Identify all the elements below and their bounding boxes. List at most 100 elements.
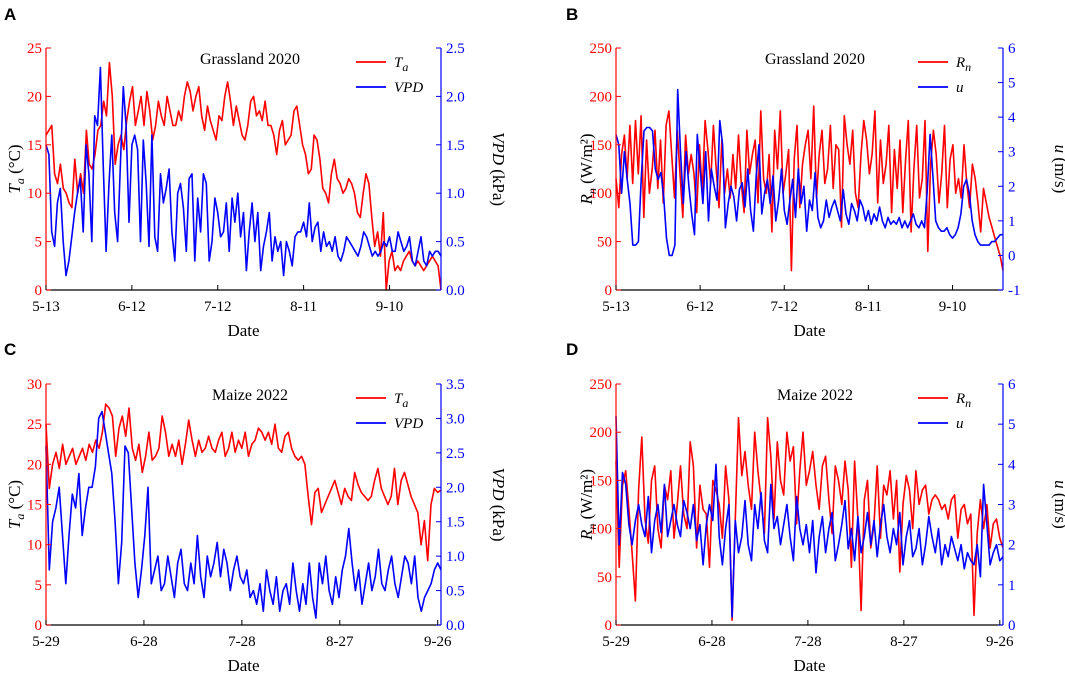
right-tick-label: 6 [1008, 41, 1016, 57]
x-tick-label: 6-28 [130, 634, 158, 650]
right-tick-label: 2 [1008, 538, 1016, 554]
right-tick-label: 5 [1008, 76, 1016, 92]
left-tick-label: 30 [27, 377, 42, 393]
chart-title: Grassland 2020 [765, 51, 865, 68]
legend-label: Ta [394, 55, 408, 74]
legend-label: u [956, 416, 964, 432]
x-tick-label: 6-12 [118, 299, 146, 315]
right-tick-label: 2 [1008, 179, 1016, 195]
right-tick-label: 4 [1008, 110, 1016, 126]
left-tick-label: 50 [597, 235, 612, 251]
left-tick-label: 0 [605, 283, 613, 299]
legend-label: Rn [955, 391, 971, 410]
left-tick-label: 200 [590, 89, 613, 105]
left-tick-label: 150 [590, 138, 613, 154]
x-tick-label: 7-12 [204, 299, 232, 315]
x-tick-label: 7-28 [794, 634, 822, 650]
right-tick-label: 6 [1008, 377, 1016, 393]
left-tick-label: 100 [590, 522, 613, 538]
right-tick-label: 5 [1008, 417, 1016, 433]
x-tick-label: 5-13 [32, 299, 60, 315]
panel-letter: C [4, 340, 16, 359]
right-tick-label: 3.0 [446, 411, 465, 427]
panel-c: C 0 5 10 15 20 25 30 0.0 0.5 1.0 1.5 2.0 2.5 3.0 3.5 5-2… [4, 340, 508, 675]
left-axis-title: Rn (W/m²) [577, 133, 599, 205]
panel-b: B 0 50 100 150 200 250 -1 0 1 2 3 4 5 6 5-13 6-12 7-12 8-1… [566, 5, 1065, 340]
series-line-t-a [45, 403, 442, 562]
left-tick-label: 15 [27, 138, 42, 154]
x-tick-label: 5-13 [602, 299, 630, 315]
left-tick-label: 10 [27, 538, 42, 554]
right-tick-label: 1 [1008, 214, 1016, 230]
chart-title: Maize 2022 [212, 387, 288, 404]
chart-title: Grassland 2020 [200, 51, 300, 68]
x-tick-label: 8-11 [290, 299, 317, 315]
x-axis-title: Date [793, 321, 825, 340]
panel-letter: B [566, 5, 578, 24]
right-tick-label: 2.0 [446, 480, 465, 496]
x-tick-label: 6-28 [698, 634, 726, 650]
series-line-t-a [45, 61, 442, 291]
left-tick-label: 0 [35, 618, 43, 634]
right-axis-title: VPD (kPa) [489, 467, 508, 541]
left-tick-label: 150 [590, 473, 613, 489]
x-tick-label: 7-12 [771, 299, 799, 315]
left-tick-label: 25 [27, 41, 42, 57]
x-tick-label: 8-27 [890, 634, 918, 650]
series-line-u [615, 88, 1003, 257]
right-tick-label: 4 [1008, 457, 1016, 473]
x-tick-label: 9-26 [424, 634, 452, 650]
legend-label: Ta [394, 391, 408, 410]
right-axis-title: u (m/s) [1051, 145, 1065, 194]
left-tick-label: 20 [27, 457, 42, 473]
chart-title: Maize 2022 [777, 387, 853, 404]
x-tick-label: 5-29 [32, 634, 60, 650]
right-tick-label: 1 [1008, 578, 1016, 594]
x-tick-label: 9-10 [939, 299, 967, 315]
panel-letter: D [566, 340, 578, 359]
left-tick-label: 250 [590, 41, 613, 57]
right-tick-label: 2.5 [446, 41, 465, 57]
right-axis-title: u (m/s) [1051, 480, 1065, 529]
left-tick-label: 50 [597, 570, 612, 586]
right-tick-label: 0.5 [446, 235, 465, 251]
right-axis-title: VPD (kPa) [489, 132, 508, 206]
right-tick-label: 3 [1008, 498, 1016, 514]
left-axis-title: Ta (°C) [5, 480, 27, 529]
left-tick-label: 5 [35, 578, 43, 594]
left-tick-label: 5 [35, 235, 43, 251]
legend-label: VPD [394, 416, 423, 432]
x-axis-title: Date [793, 656, 825, 675]
left-tick-label: 100 [590, 186, 613, 202]
right-tick-label: 0 [1008, 618, 1016, 634]
left-tick-label: 0 [605, 618, 613, 634]
series-line-r-n [615, 416, 1004, 622]
right-tick-label: 0 [1008, 248, 1016, 264]
series-line-vpd [45, 410, 442, 619]
left-tick-label: 250 [590, 377, 613, 393]
x-tick-label: 9-10 [376, 299, 404, 315]
panel-d: D 0 50 100 150 200 250 0 1 2 3 4 5 6 5-29 6-28 7-28 8-27 9… [566, 340, 1065, 675]
right-tick-label: -1 [1008, 283, 1021, 299]
series-line-u [615, 416, 1004, 618]
left-tick-label: 200 [590, 425, 613, 441]
x-tick-label: 5-29 [602, 634, 630, 650]
left-axis-title: Ta (°C) [5, 144, 27, 193]
x-tick-label: 9-26 [986, 634, 1014, 650]
x-tick-label: 8-11 [855, 299, 882, 315]
right-tick-label: 1.0 [446, 186, 465, 202]
legend-label: u [956, 80, 964, 96]
left-tick-label: 0 [35, 283, 43, 299]
right-tick-label: 0.5 [446, 584, 465, 600]
left-tick-label: 20 [27, 89, 42, 105]
right-tick-label: 0.0 [446, 618, 465, 634]
x-tick-label: 7-28 [228, 634, 256, 650]
x-tick-label: 8-27 [326, 634, 354, 650]
panel-letter: A [4, 5, 16, 24]
x-tick-label: 6-12 [686, 299, 714, 315]
series-line-r-n [615, 105, 1004, 272]
right-tick-label: 1.5 [446, 515, 465, 531]
right-tick-label: 0.0 [446, 283, 465, 299]
panel-a: A 0 5 10 15 20 25 0.0 0.5 1.0 1.5 2.0 2.5 5-13 6-12 7-1… [4, 5, 508, 340]
